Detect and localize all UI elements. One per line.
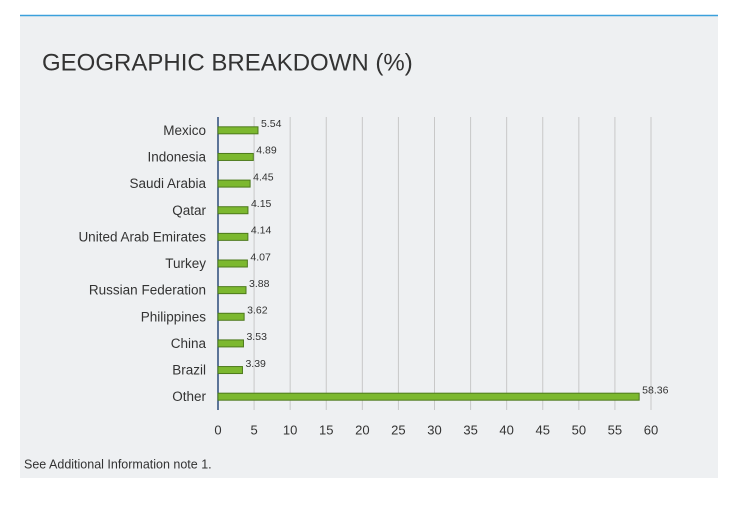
value-label: 3.39 xyxy=(245,358,266,370)
bar xyxy=(217,259,248,268)
x-tick-label: 60 xyxy=(644,422,658,437)
value-label: 4.45 xyxy=(253,171,274,183)
value-label: 5.54 xyxy=(261,118,282,130)
y-tick-label: China xyxy=(171,336,207,351)
value-label: 58.36 xyxy=(642,384,668,396)
x-tick-label: 35 xyxy=(463,422,477,437)
x-tick-label: 50 xyxy=(572,422,586,437)
bar xyxy=(217,232,249,241)
x-tick-label: 55 xyxy=(608,422,622,437)
x-tick-label: 0 xyxy=(214,422,221,437)
value-label: 4.07 xyxy=(250,251,271,263)
x-tick-label: 15 xyxy=(319,422,333,437)
footnote: See Additional Information note 1. xyxy=(24,457,212,471)
bar xyxy=(217,179,251,188)
y-tick-label: Other xyxy=(172,389,206,404)
value-label: 4.14 xyxy=(251,225,272,237)
x-tick-label: 40 xyxy=(499,422,513,437)
x-tick-label: 45 xyxy=(536,422,550,437)
panel xyxy=(20,15,718,478)
y-tick-label: Russian Federation xyxy=(89,283,206,298)
y-tick-label: Indonesia xyxy=(147,150,206,165)
x-tick-label: 25 xyxy=(391,422,405,437)
y-tick-label: Turkey xyxy=(165,256,206,271)
chart-title: GEOGRAPHIC BREAKDOWN (%) xyxy=(42,49,413,76)
value-label: 3.62 xyxy=(247,305,268,317)
y-tick-label: Brazil xyxy=(172,363,206,378)
y-tick-label: Philippines xyxy=(141,309,207,324)
x-tick-label: 30 xyxy=(427,422,441,437)
value-label: 3.88 xyxy=(249,278,270,290)
x-tick-label: 20 xyxy=(355,422,369,437)
bar xyxy=(217,126,259,135)
bar xyxy=(217,312,245,321)
bar xyxy=(217,286,247,295)
y-tick-label: Mexico xyxy=(163,123,206,138)
y-tick-label: Saudi Arabia xyxy=(129,176,206,191)
value-label: 4.89 xyxy=(256,145,277,157)
value-label: 4.15 xyxy=(251,198,272,210)
x-tick-label: 5 xyxy=(250,422,257,437)
value-label: 3.53 xyxy=(246,331,267,343)
x-tick-label: 10 xyxy=(283,422,297,437)
bar xyxy=(217,366,243,375)
y-tick-label: Qatar xyxy=(172,203,206,218)
bar xyxy=(217,152,254,161)
bar xyxy=(217,339,244,348)
bar xyxy=(217,392,640,401)
y-tick-label: United Arab Emirates xyxy=(78,229,206,244)
bar xyxy=(217,206,249,215)
